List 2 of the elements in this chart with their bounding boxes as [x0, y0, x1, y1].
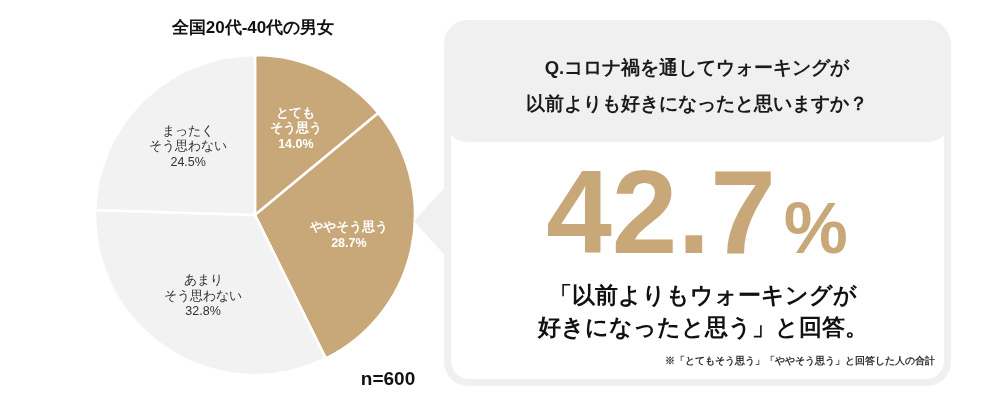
title: Q.コロナ禍を通してウォーキングが以前よりも好きになったと思いますか？: [526, 56, 868, 114]
title: 全国20代-40代の男女: [171, 17, 335, 37]
